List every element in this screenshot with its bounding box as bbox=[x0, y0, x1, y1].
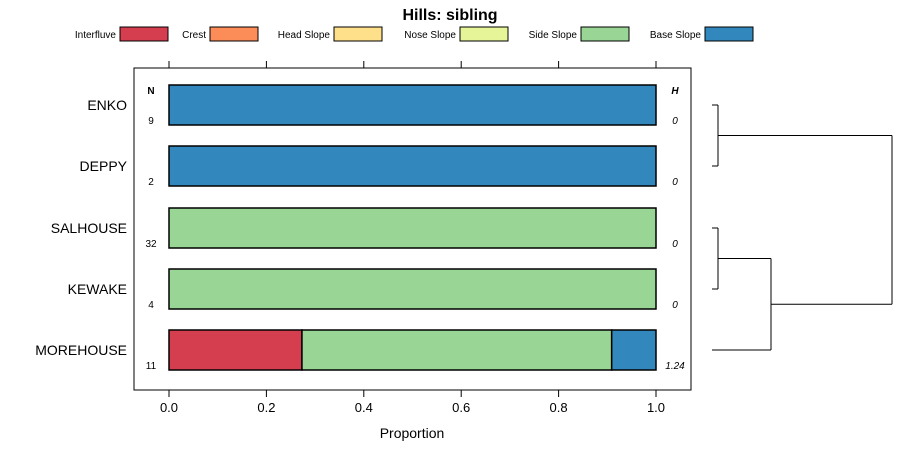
x-axis: 0.0 0.2 0.4 0.6 0.8 1.0 bbox=[160, 61, 665, 415]
legend-swatch bbox=[119, 26, 169, 42]
x-tick-label: 0.0 bbox=[160, 400, 178, 415]
h-value: 0 bbox=[672, 300, 678, 311]
bar-segment bbox=[168, 145, 657, 187]
legend-label: Side Slope bbox=[529, 30, 578, 41]
n-value: 9 bbox=[148, 116, 154, 127]
bars bbox=[168, 84, 657, 371]
legend-swatch bbox=[580, 26, 630, 42]
x-tick-label: 0.6 bbox=[452, 400, 470, 415]
n-value: 11 bbox=[146, 361, 157, 372]
n-header: N bbox=[147, 86, 154, 97]
x-tick-label: 0.2 bbox=[257, 400, 275, 415]
category-label: KEWAKE bbox=[68, 281, 127, 297]
legend-swatch bbox=[209, 26, 259, 42]
bar-segment bbox=[168, 207, 657, 249]
n-value: 32 bbox=[145, 239, 157, 250]
category-label: ENKO bbox=[87, 97, 127, 113]
legend: Interfluve Crest Head Slope Nose Slope Side … bbox=[75, 26, 754, 42]
h-value: 0 bbox=[672, 177, 678, 188]
legend-swatch bbox=[333, 26, 383, 42]
chart-title: Hills: sibling bbox=[402, 7, 497, 24]
category-label: MOREHOUSE bbox=[35, 342, 127, 358]
legend-label: Crest bbox=[182, 30, 206, 41]
x-tick-label: 0.8 bbox=[550, 400, 568, 415]
h-value: 0 bbox=[672, 116, 678, 127]
n-value: 2 bbox=[148, 177, 154, 188]
legend-label: Base Slope bbox=[650, 30, 702, 41]
h-header: H bbox=[671, 86, 679, 97]
x-tick-label: 0.4 bbox=[355, 400, 373, 415]
n-value: 4 bbox=[148, 300, 154, 311]
dendrogram bbox=[712, 104, 893, 351]
bar-segment bbox=[610, 329, 657, 371]
legend-label: Head Slope bbox=[278, 30, 331, 41]
bar-segment bbox=[168, 84, 657, 126]
h-value: 0 bbox=[672, 239, 678, 250]
legend-label: Nose Slope bbox=[404, 30, 456, 41]
plot-frame bbox=[133, 67, 692, 391]
category-label: DEPPY bbox=[80, 158, 128, 174]
x-axis-title: Proportion bbox=[380, 425, 445, 441]
x-tick-label: 1.0 bbox=[647, 400, 665, 415]
legend-swatch bbox=[704, 26, 754, 42]
bar-segment bbox=[301, 329, 613, 371]
h-value: 1.24 bbox=[665, 361, 685, 372]
category-labels: ENKO DEPPY SALHOUSE KEWAKE MOREHOUSE bbox=[35, 97, 127, 358]
bar-segment bbox=[168, 268, 657, 310]
legend-label: Interfluve bbox=[75, 30, 117, 41]
bar-segment bbox=[168, 329, 303, 371]
category-label: SALHOUSE bbox=[51, 220, 127, 236]
row-annotations: 9 0 2 0 32 0 4 0 11 1.24 bbox=[145, 116, 685, 372]
legend-swatch bbox=[459, 26, 509, 42]
